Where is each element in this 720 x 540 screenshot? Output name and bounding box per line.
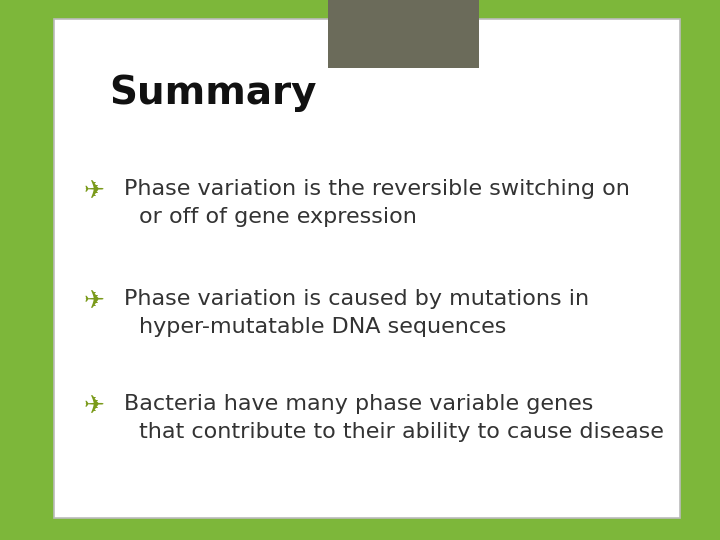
- Text: that contribute to their ability to cause disease: that contribute to their ability to caus…: [139, 422, 664, 442]
- Bar: [54, 19, 680, 518]
- Text: ✈: ✈: [84, 179, 105, 203]
- Text: ✈: ✈: [84, 289, 105, 313]
- Text: Summary: Summary: [109, 74, 317, 112]
- Bar: [328, 0, 479, 68]
- Text: or off of gene expression: or off of gene expression: [139, 207, 417, 227]
- Text: ✈: ✈: [84, 394, 105, 418]
- Text: Phase variation is the reversible switching on: Phase variation is the reversible switch…: [124, 179, 630, 199]
- Text: Phase variation is caused by mutations in: Phase variation is caused by mutations i…: [124, 289, 589, 309]
- Text: Bacteria have many phase variable genes: Bacteria have many phase variable genes: [124, 394, 593, 414]
- Text: hyper-mutatable DNA sequences: hyper-mutatable DNA sequences: [139, 317, 506, 337]
